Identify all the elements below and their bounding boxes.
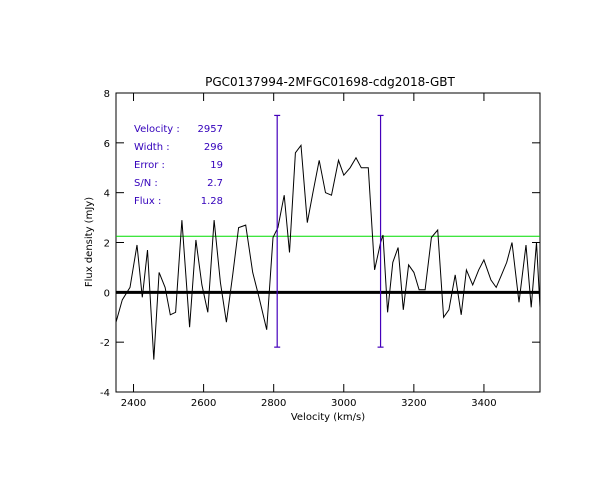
- annotation-label: Velocity :: [134, 124, 180, 135]
- annotation-value: 296: [204, 142, 223, 153]
- x-tick-label: 3000: [331, 398, 356, 409]
- annotation-label: Error :: [134, 160, 165, 171]
- x-tick-label: 3200: [401, 398, 426, 409]
- x-tick-label: 3400: [471, 398, 496, 409]
- y-tick-label: 8: [104, 89, 110, 100]
- stats-annotations: Velocity : 2957 Width : 296 Error : 19 S/N : 2.…: [134, 124, 223, 207]
- y-tick-label: -4: [100, 388, 110, 399]
- y-axis-label: Flux density (mJy): [84, 197, 95, 287]
- annotation-value: 19: [210, 160, 223, 171]
- y-tick-label: 0: [104, 288, 110, 299]
- annotation-label: S/N :: [134, 178, 158, 189]
- y-tick-label: 6: [104, 139, 110, 150]
- y-tick-label: 2: [104, 239, 110, 250]
- x-tick-label: 2400: [121, 398, 146, 409]
- annotation-label: Width :: [134, 142, 170, 153]
- x-axis-label: Velocity (km/s): [291, 412, 365, 423]
- annotation-value: 1.28: [201, 196, 223, 207]
- x-tick-label: 2800: [261, 398, 286, 409]
- spectrum-line: [116, 143, 540, 360]
- y-tick-label: 4: [104, 189, 110, 200]
- annotation-value: 2957: [198, 124, 223, 135]
- annotation-value: 2.7: [207, 178, 223, 189]
- x-tick-label: 2600: [191, 398, 216, 409]
- plot-area: 2400 2600 2800 3000 3200 3400 -4 -2 0 2 4 6 8: [100, 89, 541, 409]
- y-tick-label: -2: [100, 338, 110, 349]
- chart-title: PGC0137994-2MFGC01698-cdg2018-GBT: [205, 75, 455, 89]
- annotation-label: Flux :: [134, 196, 161, 207]
